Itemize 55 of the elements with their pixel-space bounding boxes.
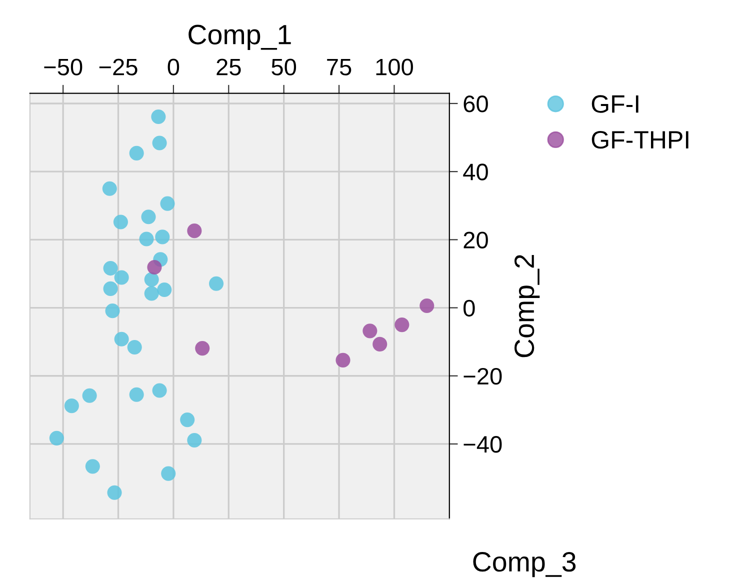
point <box>114 270 129 285</box>
x-tick-label: 100 <box>376 58 413 76</box>
point <box>102 181 117 196</box>
point <box>155 230 170 244</box>
x-tick-label: 75 <box>327 58 352 76</box>
point <box>187 432 202 448</box>
point <box>107 485 122 500</box>
x-tick-label: −50 <box>44 58 82 76</box>
point <box>208 276 224 291</box>
point <box>362 324 378 338</box>
point <box>420 298 434 314</box>
y-tick-label: 0 <box>464 300 475 317</box>
point <box>151 109 166 124</box>
point <box>180 412 195 428</box>
y-tick-label: 40 <box>463 164 488 180</box>
legend-label: GF-I <box>592 95 638 113</box>
point <box>49 430 64 446</box>
point <box>85 459 100 474</box>
legend-label: GF-THPI <box>592 130 688 149</box>
point <box>187 224 202 238</box>
point <box>129 146 144 160</box>
point <box>141 210 156 224</box>
point <box>105 304 120 318</box>
point <box>161 466 176 481</box>
y-tick-label: −20 <box>464 368 502 385</box>
point <box>127 340 142 355</box>
y-tick-label: −40 <box>464 436 502 453</box>
text: Comp_3 <box>473 552 576 578</box>
x-tick-label: 25 <box>216 58 241 76</box>
point <box>103 281 118 296</box>
point <box>139 232 154 246</box>
point <box>157 282 172 298</box>
point <box>195 341 210 356</box>
point <box>64 398 79 414</box>
point <box>147 260 162 275</box>
point <box>336 352 350 368</box>
point <box>129 387 144 402</box>
y-axis-title: Comp_2 <box>514 254 540 358</box>
point <box>160 196 175 211</box>
y-tick-label: 60 <box>464 96 488 112</box>
point <box>372 336 388 352</box>
point <box>152 136 167 150</box>
point <box>82 388 97 403</box>
point <box>103 261 118 276</box>
point <box>114 332 129 346</box>
x-tick-label: 0 <box>168 58 180 76</box>
point <box>144 272 159 287</box>
y-tick-label: 20 <box>464 232 488 248</box>
point <box>144 286 159 301</box>
point <box>152 383 167 398</box>
point <box>394 318 410 332</box>
point <box>113 214 128 230</box>
x-tick-label: −25 <box>99 58 138 76</box>
x-tick-label: 50 <box>272 58 296 76</box>
x-axis-title: Comp_1 <box>188 24 291 50</box>
